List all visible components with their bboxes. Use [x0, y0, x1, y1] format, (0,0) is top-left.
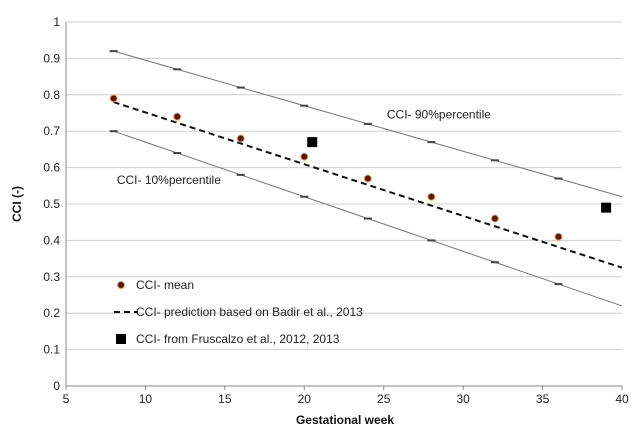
mean-point-0 — [109, 94, 118, 103]
y-tick-2: 0.2 — [43, 306, 60, 320]
mean-point-2 — [236, 134, 245, 143]
fruscalzo-point-1 — [601, 202, 612, 213]
annotations: CCI- 90%percentile CCI- 10%percentile — [117, 107, 491, 187]
series-lines — [109, 50, 623, 307]
x-tick-7: 40 — [615, 392, 629, 406]
x-tick-labels: 5 10 15 20 25 30 35 40 — [63, 392, 629, 406]
legend: CCI- mean CCI- prediction based on Badir … — [114, 278, 363, 346]
mean-point-4 — [363, 174, 372, 183]
axes — [65, 22, 623, 390]
y-tick-0: 0 — [53, 379, 60, 393]
legend-label-0: CCI- mean — [136, 278, 194, 292]
annotation-0: CCI- 90%percentile — [387, 107, 491, 121]
mean-point-7 — [554, 232, 563, 241]
x-tick-1: 10 — [139, 392, 153, 406]
x-tick-6: 35 — [536, 392, 550, 406]
x-tick-2: 15 — [218, 392, 232, 406]
y-tick-labels: 0 0.1 0.2 0.3 0.4 0.5 0.6 0.7 0.8 0.9 1 — [43, 15, 60, 393]
x-tick-0: 5 — [63, 392, 70, 406]
x-tick-3: 20 — [298, 392, 312, 406]
y-axis-title: CCI (-) — [10, 186, 24, 222]
y-tick-1: 0.1 — [43, 343, 60, 357]
y-tick-10: 1 — [53, 15, 60, 29]
mean-point-3 — [300, 152, 309, 161]
x-axis-title: Gestational week — [296, 413, 394, 427]
legend-label-1: CCI- prediction based on Badir et al., 2… — [136, 305, 363, 319]
y-tick-7: 0.7 — [43, 124, 60, 138]
mean-point-6 — [490, 214, 499, 223]
gridlines — [66, 21, 622, 351]
annotation-1: CCI- 10%percentile — [117, 173, 221, 187]
y-tick-4: 0.4 — [43, 233, 60, 247]
x-tick-5: 30 — [456, 392, 470, 406]
mean-point-5 — [427, 192, 436, 201]
x-tick-4: 25 — [377, 392, 391, 406]
y-tick-5: 0.5 — [43, 197, 60, 211]
y-tick-6: 0.6 — [43, 161, 60, 175]
y-tick-3: 0.3 — [43, 270, 60, 284]
mean-point-1 — [173, 112, 182, 121]
legend-label-2: CCI- from Fruscalzo et al., 2012, 2013 — [136, 332, 340, 346]
fruscalzo-point-0 — [307, 137, 318, 148]
y-tick-9: 0.9 — [43, 51, 60, 65]
legend-symbol-fruscalzo — [116, 334, 126, 344]
y-tick-8: 0.8 — [43, 88, 60, 102]
legend-symbol-mean — [117, 281, 125, 289]
prediction-line — [113, 101, 623, 269]
series-points — [109, 94, 612, 241]
